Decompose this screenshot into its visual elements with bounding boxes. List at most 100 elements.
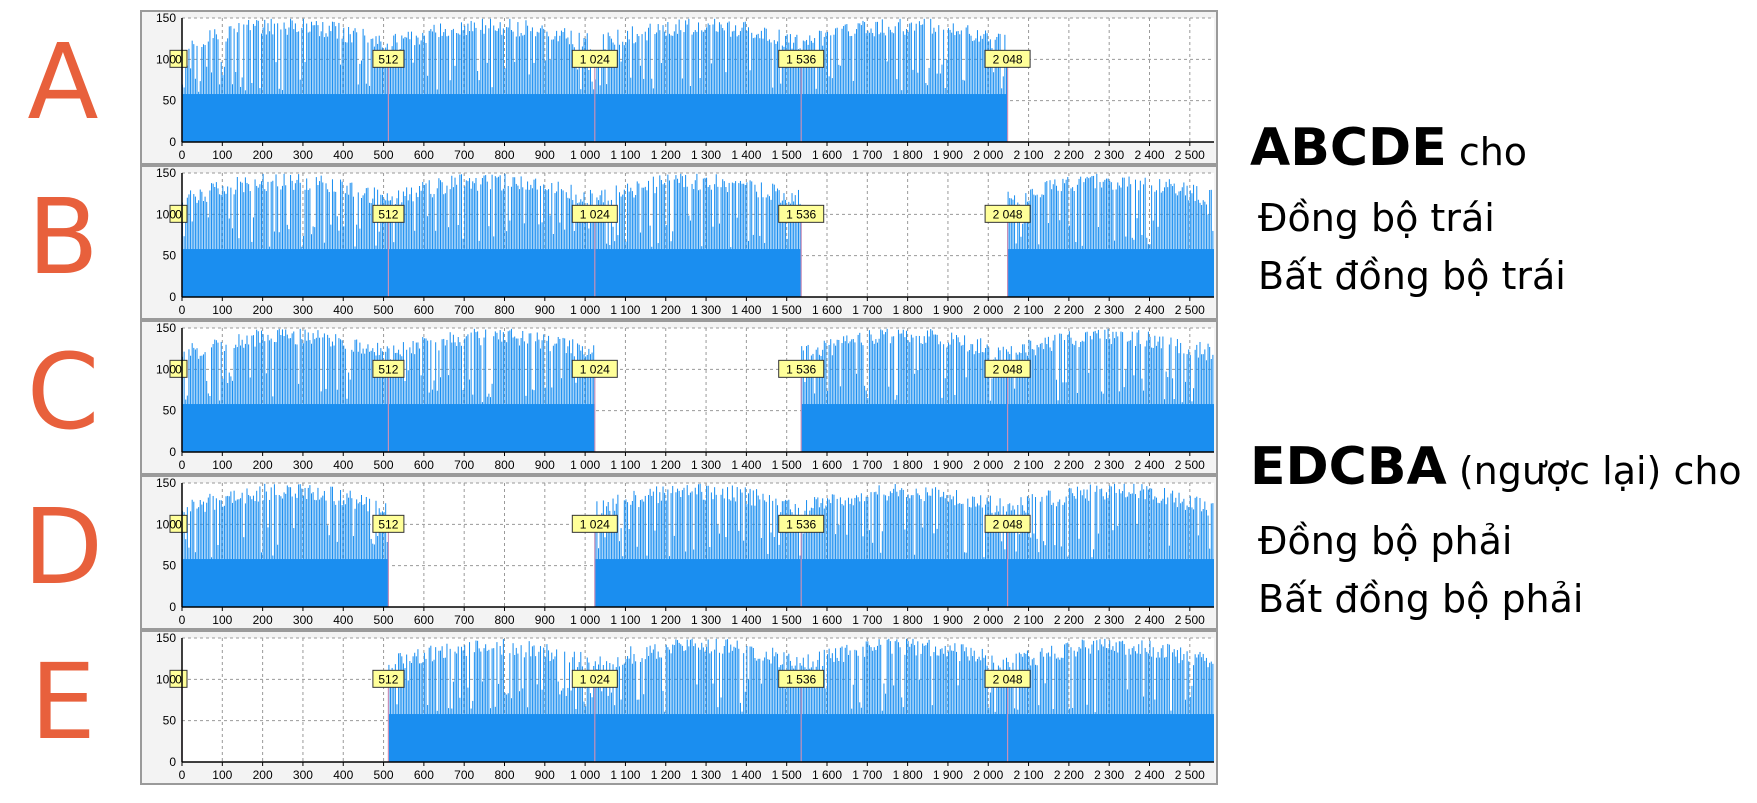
bar [838, 660, 840, 716]
bar [1068, 708, 1070, 716]
bar [477, 331, 479, 406]
bar [212, 38, 214, 96]
bar [1047, 490, 1049, 561]
bar [639, 65, 641, 96]
x-tick-label: 1 900 [933, 613, 963, 627]
x-tick-label: 1 400 [731, 613, 761, 627]
y-tick-label: 50 [163, 714, 177, 728]
bar [1138, 644, 1140, 716]
bar [514, 336, 516, 406]
bar [926, 642, 928, 716]
bar [678, 642, 680, 716]
bar [1125, 497, 1127, 561]
bar [909, 23, 911, 96]
bar [1136, 524, 1138, 561]
bar [1157, 502, 1159, 561]
bar [767, 553, 769, 561]
bar [351, 42, 353, 96]
bar [257, 331, 259, 406]
bar [897, 642, 899, 716]
bar [607, 200, 609, 251]
bar [1089, 177, 1091, 251]
bar [1049, 490, 1051, 561]
bar [628, 529, 630, 561]
bar [441, 35, 443, 96]
bar [641, 34, 643, 96]
bar [299, 182, 301, 251]
bar [904, 529, 906, 561]
bar [298, 174, 300, 251]
bar [294, 493, 296, 561]
bar [736, 36, 738, 96]
bar [644, 186, 646, 251]
bar [443, 338, 445, 406]
bar [914, 554, 916, 561]
bar [859, 501, 861, 561]
bar [441, 646, 443, 716]
bar [1005, 50, 1007, 96]
bar [359, 502, 361, 561]
bar [723, 30, 725, 96]
bar [364, 193, 366, 251]
bar [414, 230, 416, 251]
bar [831, 653, 833, 716]
bar [960, 644, 962, 716]
bar [251, 82, 253, 96]
bar [489, 397, 491, 406]
bar [677, 488, 679, 561]
bar [222, 75, 224, 96]
bar [881, 19, 883, 96]
bar [194, 78, 196, 96]
bar [873, 492, 875, 561]
bar [246, 335, 248, 406]
bar [391, 46, 393, 96]
bar [709, 184, 711, 251]
bar [651, 78, 653, 96]
bar [525, 189, 527, 251]
bar [715, 638, 717, 716]
bar [823, 649, 825, 716]
bar [659, 657, 661, 716]
bar [296, 497, 298, 561]
bar [404, 36, 406, 96]
bar [398, 65, 400, 96]
x-tick-label: 1 700 [852, 458, 882, 472]
bar [810, 355, 812, 406]
bar [973, 40, 975, 96]
bar [625, 499, 627, 561]
bar [912, 69, 914, 96]
bar [831, 78, 833, 96]
bar [294, 23, 296, 96]
bar [254, 501, 256, 561]
y-tick-label: 150 [156, 12, 176, 25]
bar [1049, 180, 1051, 251]
bar [768, 196, 770, 251]
bar [662, 486, 664, 561]
bar [1130, 654, 1132, 716]
bar [554, 193, 556, 251]
bar [1199, 341, 1201, 406]
bar [196, 508, 198, 561]
bar [1209, 347, 1211, 406]
bar [528, 74, 530, 96]
x-tick-label: 900 [535, 458, 555, 472]
bar [465, 655, 467, 716]
bar [348, 372, 350, 406]
bar [481, 402, 483, 406]
bar [257, 187, 259, 251]
x-tick-label: 2 200 [1054, 303, 1084, 317]
bar [238, 238, 240, 251]
bar [336, 216, 338, 251]
bar [349, 490, 351, 561]
bar [423, 35, 425, 96]
bar [1162, 645, 1164, 716]
bar [241, 182, 243, 251]
bar [993, 662, 995, 716]
bar [1070, 337, 1072, 406]
bar [557, 181, 559, 251]
bar [228, 218, 230, 251]
bar [696, 684, 698, 716]
bar [230, 187, 232, 251]
bar [433, 194, 435, 251]
bar [196, 348, 198, 406]
